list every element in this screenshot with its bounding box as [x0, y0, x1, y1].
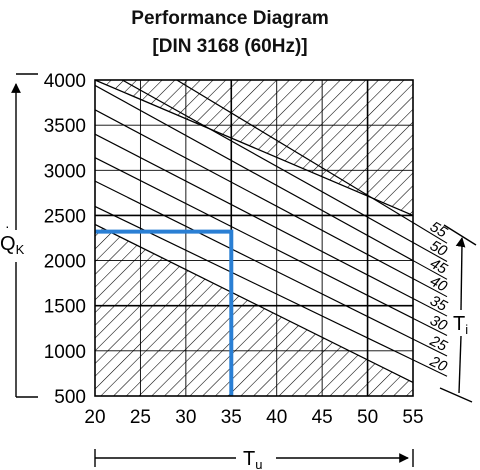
ti-axis-arrow [439, 224, 477, 403]
chart-title-line2: [DIN 3168 (60Hz)] [152, 36, 307, 57]
curve-tail-55 [412, 222, 448, 244]
curve-tail-35 [412, 298, 448, 317]
curve-tail-30 [412, 317, 448, 337]
curve-25 [95, 180, 413, 340]
y-axis-label-dot: · [5, 218, 10, 234]
x-tick-label: 20 [84, 407, 105, 428]
curve-label-35: 35 [427, 292, 450, 315]
curve-35 [95, 133, 413, 300]
curve-tail-50 [412, 242, 448, 262]
curve-label-30: 30 [427, 312, 450, 335]
y-tick-label: 1500 [44, 297, 86, 318]
curve-45 [95, 84, 413, 262]
hatched-region-lower [95, 224, 413, 396]
curve-tail-45 [412, 260, 448, 280]
x-tick-label: 40 [266, 407, 287, 428]
y-tick-label: 2000 [44, 252, 86, 273]
curve-label-55: 55 [427, 218, 451, 242]
y-axis-arrow [11, 73, 38, 398]
operating-point-marker [95, 229, 234, 396]
curve-label-20: 20 [426, 352, 450, 375]
ti-axis-label: Ti [453, 313, 468, 337]
x-tick-label: 55 [402, 407, 423, 428]
y-tick-label: 2500 [44, 206, 86, 227]
y-axis-label: QK [0, 233, 25, 257]
y-tick-label: 4000 [44, 71, 86, 92]
curve-30 [95, 157, 413, 319]
envelope-lower [95, 223, 413, 384]
x-axis-arrow [94, 449, 414, 467]
curve-tail-20 [412, 359, 448, 377]
plot-frame [94, 79, 414, 397]
chart-title-line1: Performance Diagram [131, 8, 328, 29]
y-axis-ticks: 500 1000 1500 2000 2500 3000 3500 4000 [44, 71, 86, 408]
y-tick-label: 500 [54, 387, 86, 408]
operating-point-path [95, 229, 234, 396]
curve-label-50: 50 [427, 237, 450, 260]
x-axis-label: Tu [243, 448, 262, 470]
x-axis-ticks: 20 25 30 35 40 45 50 55 [84, 407, 423, 428]
x-tick-label: 30 [175, 407, 196, 428]
envelope-upper [95, 80, 413, 217]
curve-label-25: 25 [426, 332, 450, 355]
curve-50 [121, 80, 413, 244]
y-tick-label: 3000 [44, 161, 86, 182]
x-tick-label: 50 [357, 407, 378, 428]
y-tick-label: 1000 [44, 342, 86, 363]
curve-tail-40 [412, 278, 448, 298]
curve-40 [95, 109, 413, 280]
x-tick-label: 25 [130, 407, 151, 428]
curve-tail-25 [412, 338, 448, 357]
y-tick-label: 3500 [44, 116, 86, 137]
x-tick-label: 35 [221, 407, 242, 428]
x-tick-label: 45 [312, 407, 333, 428]
